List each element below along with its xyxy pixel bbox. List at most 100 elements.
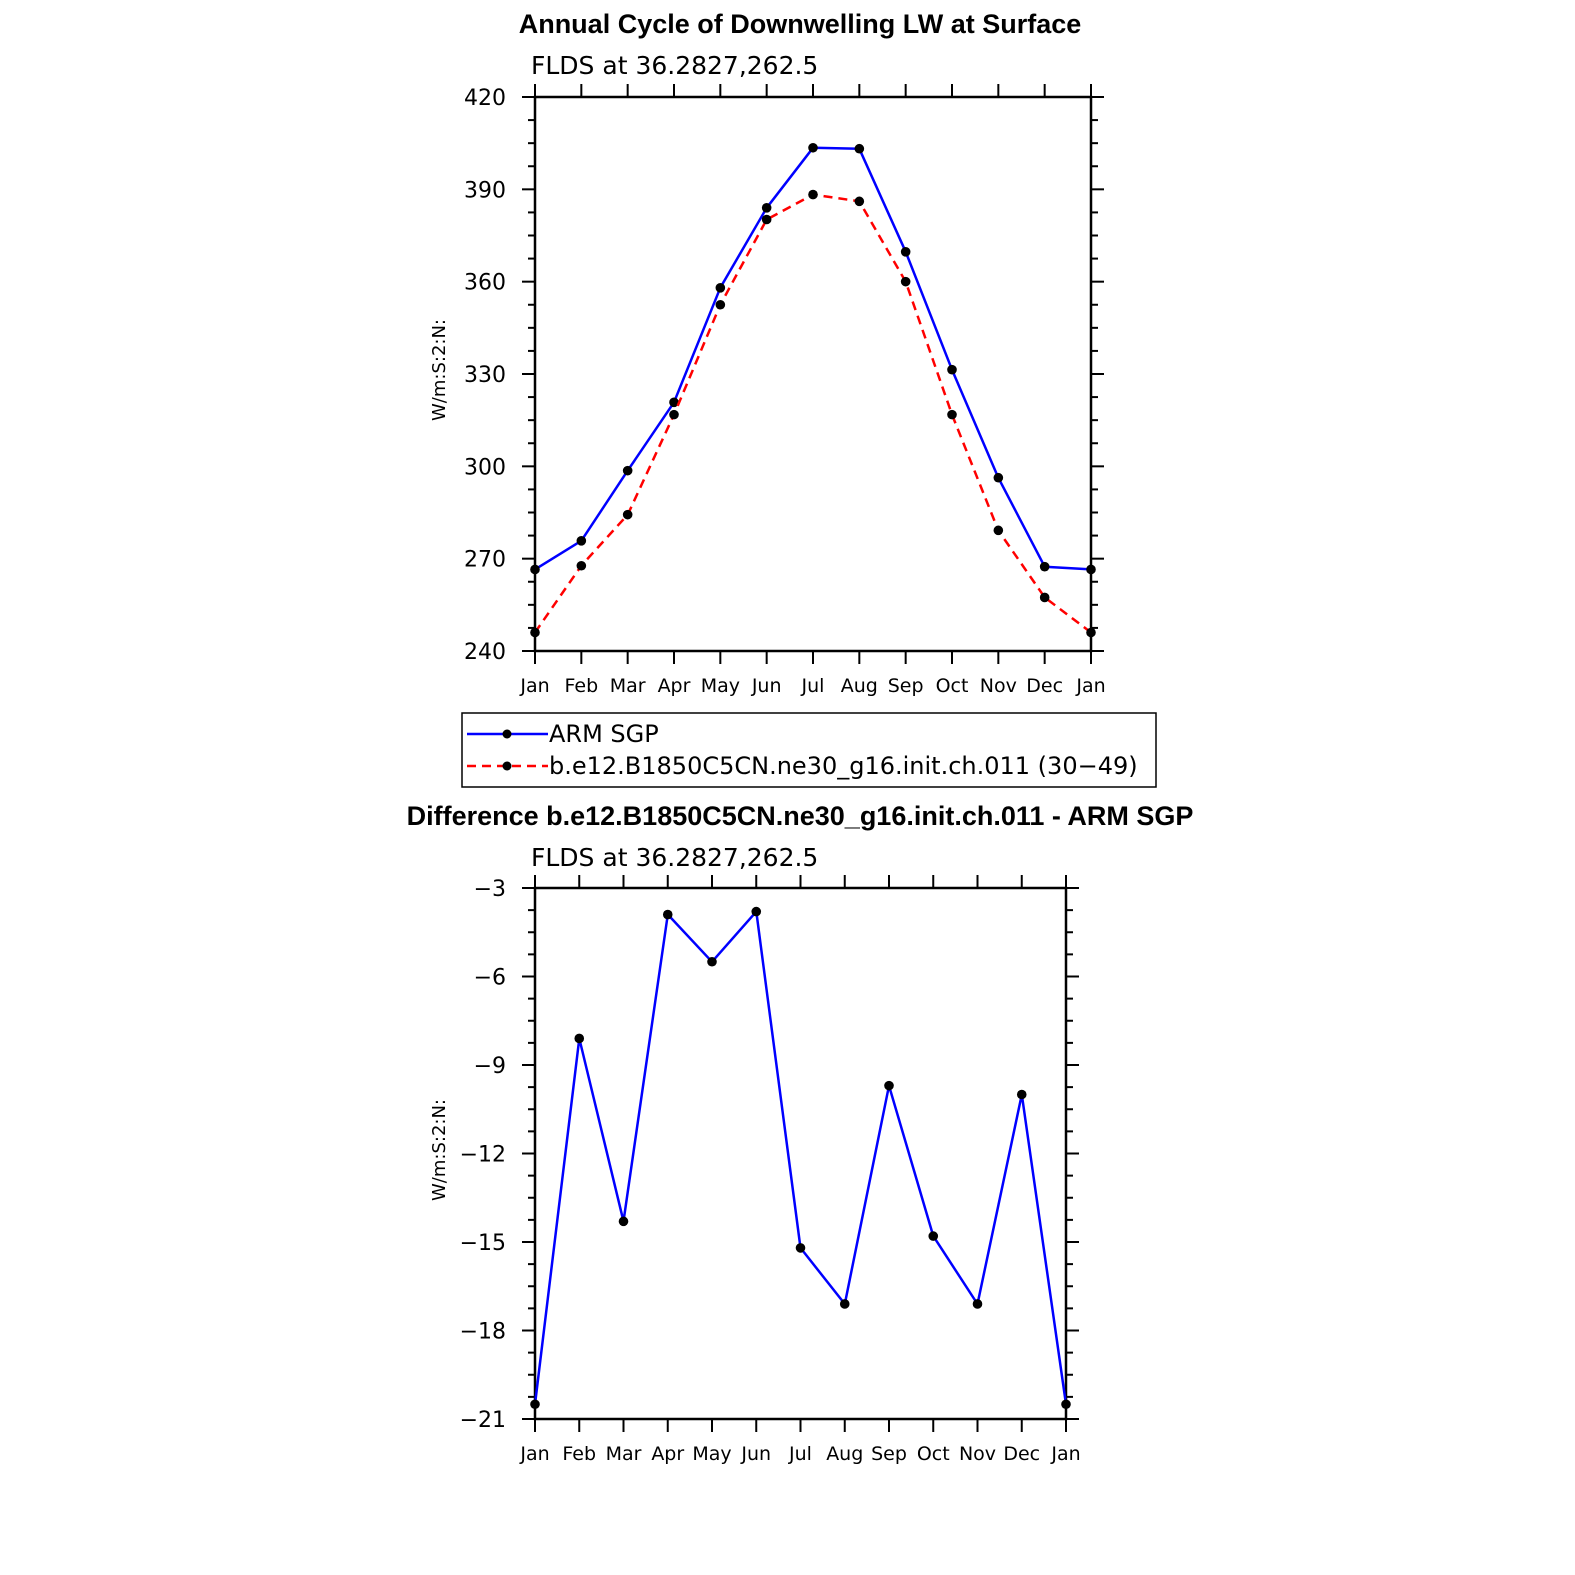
data-point (1086, 627, 1096, 638)
x-tick-label: Feb (562, 1443, 596, 1465)
y-axis-label: W/m:S:2:N: (429, 1099, 450, 1201)
x-tick-label: Feb (565, 675, 599, 697)
y-tick-label: −3 (474, 877, 506, 902)
data-point (993, 472, 1004, 483)
y-tick-label: −21 (460, 1408, 506, 1433)
x-tick-label: Jun (740, 1443, 771, 1465)
data-point (808, 142, 818, 153)
data-point (622, 465, 633, 476)
x-tick-label: Jan (519, 675, 549, 697)
x-tick-label: Apr (658, 675, 691, 697)
data-point (854, 143, 865, 154)
x-tick-label: Jul (788, 1443, 812, 1465)
x-tick-label: Mar (606, 1443, 642, 1465)
data-point (574, 1033, 585, 1044)
y-tick-label: 240 (464, 640, 506, 665)
data-point (928, 1231, 939, 1241)
data-point (1016, 1089, 1027, 1100)
data-point (900, 247, 911, 257)
y-tick-label: 270 (464, 548, 506, 573)
plot-frame (533, 95, 1093, 653)
data-point (662, 909, 673, 920)
y-tick-label: 420 (464, 86, 506, 111)
x-tick-label: Apr (651, 1443, 684, 1465)
data-point (1061, 1399, 1071, 1410)
chart-subtitle: FLDS at 36.2827,262.5 (531, 51, 818, 80)
series-line-0 (534, 146, 1092, 571)
y-tick-label: −6 (474, 966, 506, 991)
data-point (854, 196, 865, 207)
data-point (576, 536, 587, 546)
data-point (669, 397, 679, 408)
data-point (884, 1080, 894, 1091)
x-tick-label: Sep (888, 675, 924, 697)
annual-cycle-chart: Annual Cycle of Downwelling LW at Surfac… (429, 9, 1157, 788)
chart-subtitle: FLDS at 36.2827,262.5 (531, 843, 818, 872)
series-line-1 (533, 193, 1092, 634)
x-tick-label: Aug (826, 1443, 863, 1465)
y-tick-label: 330 (464, 363, 506, 388)
data-point (947, 409, 957, 420)
legend-marker-arm-sgp (502, 729, 512, 739)
x-tick-label: Aug (841, 675, 878, 697)
y-tick-label: −12 (460, 1143, 506, 1168)
data-point (715, 299, 726, 310)
data-point (808, 189, 818, 200)
data-point (530, 627, 540, 638)
y-tick-label: 390 (464, 178, 506, 203)
data-point (707, 956, 717, 967)
data-point (669, 409, 679, 420)
plot-frame (533, 886, 1068, 1421)
x-tick-label: Oct (936, 675, 969, 697)
y-axis-label: W/m:S:2:N: (429, 319, 450, 421)
series-line-0 (533, 910, 1068, 1405)
data-point (947, 364, 957, 375)
plot-area: 240 270 300 330 360 390 420 Jan Feb Mar Apr May Jun J… (464, 84, 1106, 697)
x-tick-label: Oct (917, 1443, 950, 1465)
x-tick-label: Jan (519, 1443, 549, 1465)
data-point (972, 1299, 983, 1309)
x-tick-label: May (692, 1443, 731, 1465)
x-tick-label: Dec (1003, 1443, 1040, 1465)
legend-box (461, 712, 1157, 788)
x-tick-label: Dec (1026, 675, 1063, 697)
y-tick-label: −18 (460, 1320, 506, 1345)
data-point (618, 1216, 629, 1227)
data-point (622, 509, 633, 520)
data-point (761, 203, 772, 213)
difference-chart: Difference b.e12.B1850C5CN.ne30_g16.init… (407, 801, 1194, 1465)
data-point (839, 1299, 850, 1309)
data-point (530, 1399, 540, 1410)
legend-label-model: b.e12.B1850C5CN.ne30_g16.init.ch.011 (30… (549, 752, 1138, 780)
y-tick-label: 360 (464, 271, 506, 296)
data-point (1086, 564, 1096, 575)
data-point (900, 276, 911, 287)
x-tick-label: Jan (1050, 1443, 1080, 1465)
data-point (751, 906, 762, 917)
x-tick-label: Nov (980, 675, 1017, 697)
x-tick-label: Jan (1075, 675, 1105, 697)
chart-title: Annual Cycle of Downwelling LW at Surfac… (519, 9, 1082, 39)
data-point (576, 560, 587, 571)
legend: ARM SGP b.e12.B1850C5CN.ne30_g16.init.ch… (461, 712, 1157, 788)
data-point (1039, 592, 1050, 603)
data-point (715, 283, 726, 293)
data-point (761, 214, 772, 225)
data-point (1039, 561, 1050, 572)
legend-label-arm-sgp: ARM SGP (549, 720, 659, 748)
x-tick-label: Jun (751, 675, 782, 697)
x-tick-label: Nov (959, 1443, 996, 1465)
data-point (993, 525, 1004, 536)
plot-area: −21 −18 −15 −12 −9 −6 −3 Jan Feb Mar Apr May Jun Jul A… (460, 875, 1081, 1465)
x-tick-label: May (701, 675, 740, 697)
data-point (530, 564, 540, 575)
x-tick-label: Mar (610, 675, 646, 697)
y-tick-label: 300 (464, 455, 506, 480)
y-tick-label: −15 (460, 1231, 506, 1256)
data-point (795, 1243, 806, 1253)
x-tick-label: Jul (801, 675, 825, 697)
y-tick-label: −9 (474, 1054, 506, 1079)
x-tick-label: Sep (871, 1443, 907, 1465)
legend-marker-model (502, 761, 512, 771)
